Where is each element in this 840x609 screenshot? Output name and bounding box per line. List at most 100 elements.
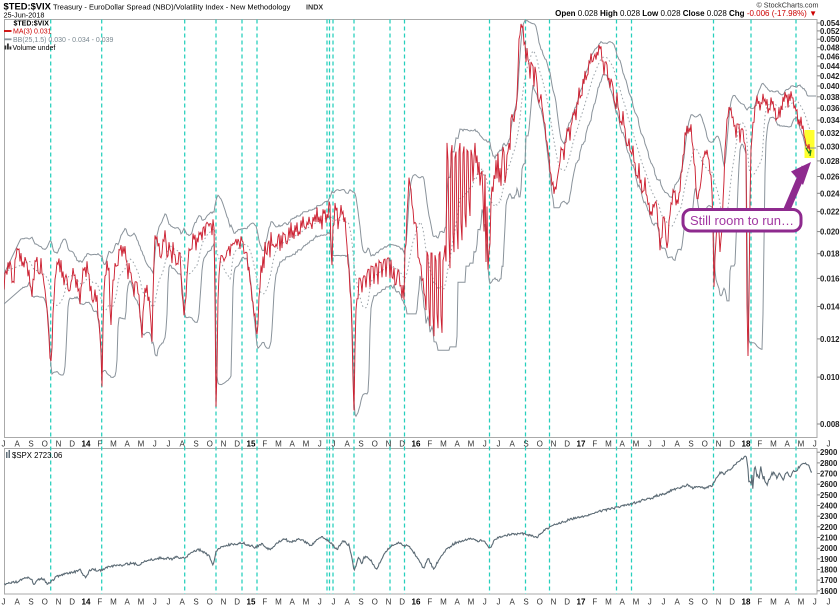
svg-text:F: F: [427, 598, 432, 607]
svg-text:D: D: [564, 440, 570, 449]
svg-text:1800: 1800: [820, 566, 838, 575]
svg-text:A: A: [620, 598, 626, 607]
svg-text:2400: 2400: [820, 502, 838, 511]
svg-text:© StockCharts.com: © StockCharts.com: [756, 1, 818, 10]
svg-text:A: A: [455, 598, 461, 607]
svg-text:S: S: [28, 598, 33, 607]
svg-text:M: M: [798, 598, 805, 607]
svg-text:F: F: [97, 440, 102, 449]
svg-text:J: J: [497, 440, 501, 449]
svg-text:0.042: 0.042: [820, 72, 840, 81]
svg-text:0.028: 0.028: [820, 157, 840, 166]
svg-text:O: O: [42, 440, 48, 449]
svg-text:J: J: [662, 440, 666, 449]
svg-text:0.034: 0.034: [820, 116, 840, 125]
svg-text:2900: 2900: [820, 448, 838, 457]
svg-text:0.032: 0.032: [820, 129, 840, 138]
svg-text:M: M: [110, 598, 117, 607]
svg-text:0.046: 0.046: [820, 53, 840, 62]
svg-text:J: J: [648, 598, 652, 607]
svg-text:J: J: [167, 440, 171, 449]
svg-text:D: D: [69, 440, 75, 449]
svg-text:F: F: [757, 440, 762, 449]
svg-text:0.012: 0.012: [820, 335, 840, 344]
svg-text:N: N: [716, 440, 722, 449]
svg-text:A: A: [15, 598, 21, 607]
svg-text:J: J: [497, 598, 501, 607]
svg-text:S: S: [358, 598, 363, 607]
svg-text:M: M: [303, 440, 310, 449]
svg-text:2000: 2000: [820, 544, 838, 553]
svg-text:M: M: [605, 440, 612, 449]
svg-text:A: A: [345, 598, 351, 607]
svg-text:S: S: [688, 598, 693, 607]
svg-text:S: S: [28, 440, 33, 449]
svg-text:1900: 1900: [820, 555, 838, 564]
svg-text:A: A: [345, 440, 351, 449]
svg-text:A: A: [125, 598, 131, 607]
svg-text:15: 15: [247, 440, 256, 449]
svg-text:M: M: [605, 598, 612, 607]
svg-text:M: M: [770, 440, 777, 449]
svg-text:2300: 2300: [820, 512, 838, 521]
svg-text:A: A: [15, 440, 21, 449]
svg-text:D: D: [399, 440, 405, 449]
svg-text:N: N: [551, 440, 557, 449]
svg-text:0.036: 0.036: [820, 104, 840, 113]
svg-text:0.048: 0.048: [820, 44, 840, 53]
svg-text:25-Jun-2018: 25-Jun-2018: [4, 11, 45, 20]
svg-text:0.014: 0.014: [820, 303, 840, 312]
svg-text:O: O: [537, 440, 543, 449]
svg-text:O: O: [372, 598, 378, 607]
svg-text:O: O: [702, 598, 708, 607]
svg-text:0.044: 0.044: [820, 62, 840, 71]
svg-text:O: O: [42, 598, 48, 607]
svg-text:INDX: INDX: [306, 3, 323, 12]
svg-text:D: D: [564, 598, 570, 607]
svg-text:F: F: [262, 598, 267, 607]
svg-text:M: M: [633, 440, 640, 449]
svg-text:0.018: 0.018: [820, 250, 840, 259]
svg-text:16: 16: [412, 440, 421, 449]
svg-text:A: A: [455, 440, 461, 449]
svg-text:M: M: [275, 440, 282, 449]
svg-text:S: S: [688, 440, 693, 449]
svg-text:M: M: [633, 598, 640, 607]
svg-text:N: N: [386, 598, 392, 607]
svg-text:J: J: [153, 440, 157, 449]
svg-text:2200: 2200: [820, 523, 838, 532]
svg-text:0.038: 0.038: [820, 93, 840, 102]
svg-text:15: 15: [247, 598, 256, 607]
svg-text:Open 0.028 High 0.028 Low 0.02: Open 0.028 High 0.028 Low 0.028 Close 0.…: [555, 9, 817, 18]
svg-text:M: M: [468, 598, 475, 607]
svg-text:J: J: [167, 598, 171, 607]
svg-text:2500: 2500: [820, 491, 838, 500]
svg-text:14: 14: [82, 440, 91, 449]
svg-text:A: A: [180, 598, 186, 607]
svg-text:F: F: [592, 598, 597, 607]
svg-text:0.054: 0.054: [820, 19, 840, 28]
svg-text:M: M: [275, 598, 282, 607]
svg-text:$TED:$VIX: $TED:$VIX: [14, 21, 50, 28]
svg-text:M: M: [303, 598, 310, 607]
svg-text:17: 17: [577, 598, 586, 607]
svg-text:14: 14: [82, 598, 91, 607]
svg-text:0.026: 0.026: [820, 173, 840, 182]
svg-text:MA(3) 0.031: MA(3) 0.031: [13, 29, 52, 36]
svg-text:A: A: [620, 440, 626, 449]
svg-text:A: A: [675, 598, 681, 607]
svg-text:J: J: [813, 440, 817, 449]
svg-text:J: J: [813, 598, 817, 607]
svg-text:M: M: [468, 440, 475, 449]
svg-text:D: D: [729, 440, 735, 449]
svg-text:$TED:$VIX: $TED:$VIX: [4, 1, 52, 12]
svg-text:N: N: [716, 598, 722, 607]
svg-text:F: F: [592, 440, 597, 449]
svg-text:N: N: [56, 440, 62, 449]
svg-text:D: D: [729, 598, 735, 607]
svg-text:D: D: [234, 598, 240, 607]
svg-text:F: F: [757, 598, 762, 607]
svg-text:2600: 2600: [820, 480, 838, 489]
svg-text:A: A: [785, 440, 791, 449]
svg-text:J: J: [483, 440, 487, 449]
